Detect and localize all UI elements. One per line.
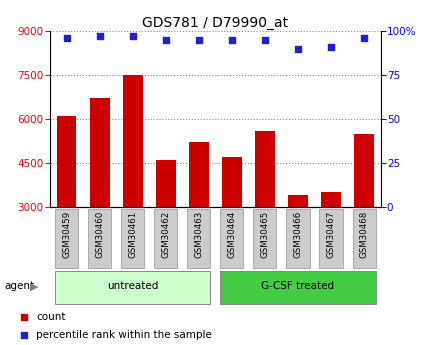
Text: GSM30468: GSM30468: [359, 210, 368, 258]
Bar: [188, 142, 208, 207]
Text: GSM30460: GSM30460: [95, 210, 104, 258]
Text: GSM30466: GSM30466: [293, 210, 302, 258]
Bar: [89, 99, 109, 207]
Point: [261, 37, 268, 43]
Point: [162, 37, 169, 43]
Point: [360, 35, 367, 41]
Bar: [220, 208, 243, 268]
Bar: [154, 208, 177, 268]
Bar: [88, 208, 111, 268]
Point: [96, 33, 103, 39]
Text: GSM30462: GSM30462: [161, 210, 170, 258]
Text: agent: agent: [4, 282, 34, 292]
Bar: [286, 208, 309, 268]
Bar: [187, 208, 210, 268]
Point: [388, 96, 395, 101]
Text: ▶: ▶: [30, 282, 39, 292]
Bar: [353, 134, 373, 207]
Point: [388, 265, 395, 270]
Point: [63, 35, 70, 41]
Bar: [320, 193, 340, 207]
Point: [228, 37, 235, 43]
Bar: [155, 160, 175, 207]
Text: GSM30459: GSM30459: [62, 210, 71, 257]
Text: count: count: [36, 312, 66, 322]
Bar: [253, 208, 276, 268]
Bar: [56, 116, 76, 207]
Text: GSM30463: GSM30463: [194, 210, 203, 258]
Bar: [319, 208, 342, 268]
Point: [294, 46, 301, 51]
Text: GSM30467: GSM30467: [326, 210, 335, 258]
Bar: [55, 271, 210, 304]
Bar: [121, 208, 144, 268]
Point: [195, 37, 202, 43]
Text: GSM30464: GSM30464: [227, 210, 236, 258]
Bar: [287, 195, 307, 207]
Bar: [221, 157, 241, 207]
Bar: [55, 208, 78, 268]
Bar: [122, 75, 142, 207]
Point: [129, 33, 136, 39]
Text: untreated: untreated: [107, 282, 158, 292]
Title: GDS781 / D79990_at: GDS781 / D79990_at: [142, 16, 288, 30]
Text: G-CSF treated: G-CSF treated: [261, 282, 334, 292]
Text: GSM30461: GSM30461: [128, 210, 137, 258]
Bar: [220, 271, 375, 304]
Text: percentile rank within the sample: percentile rank within the sample: [36, 331, 212, 340]
Bar: [254, 131, 274, 207]
Point: [327, 44, 334, 50]
Bar: [352, 208, 375, 268]
Text: GSM30465: GSM30465: [260, 210, 269, 258]
